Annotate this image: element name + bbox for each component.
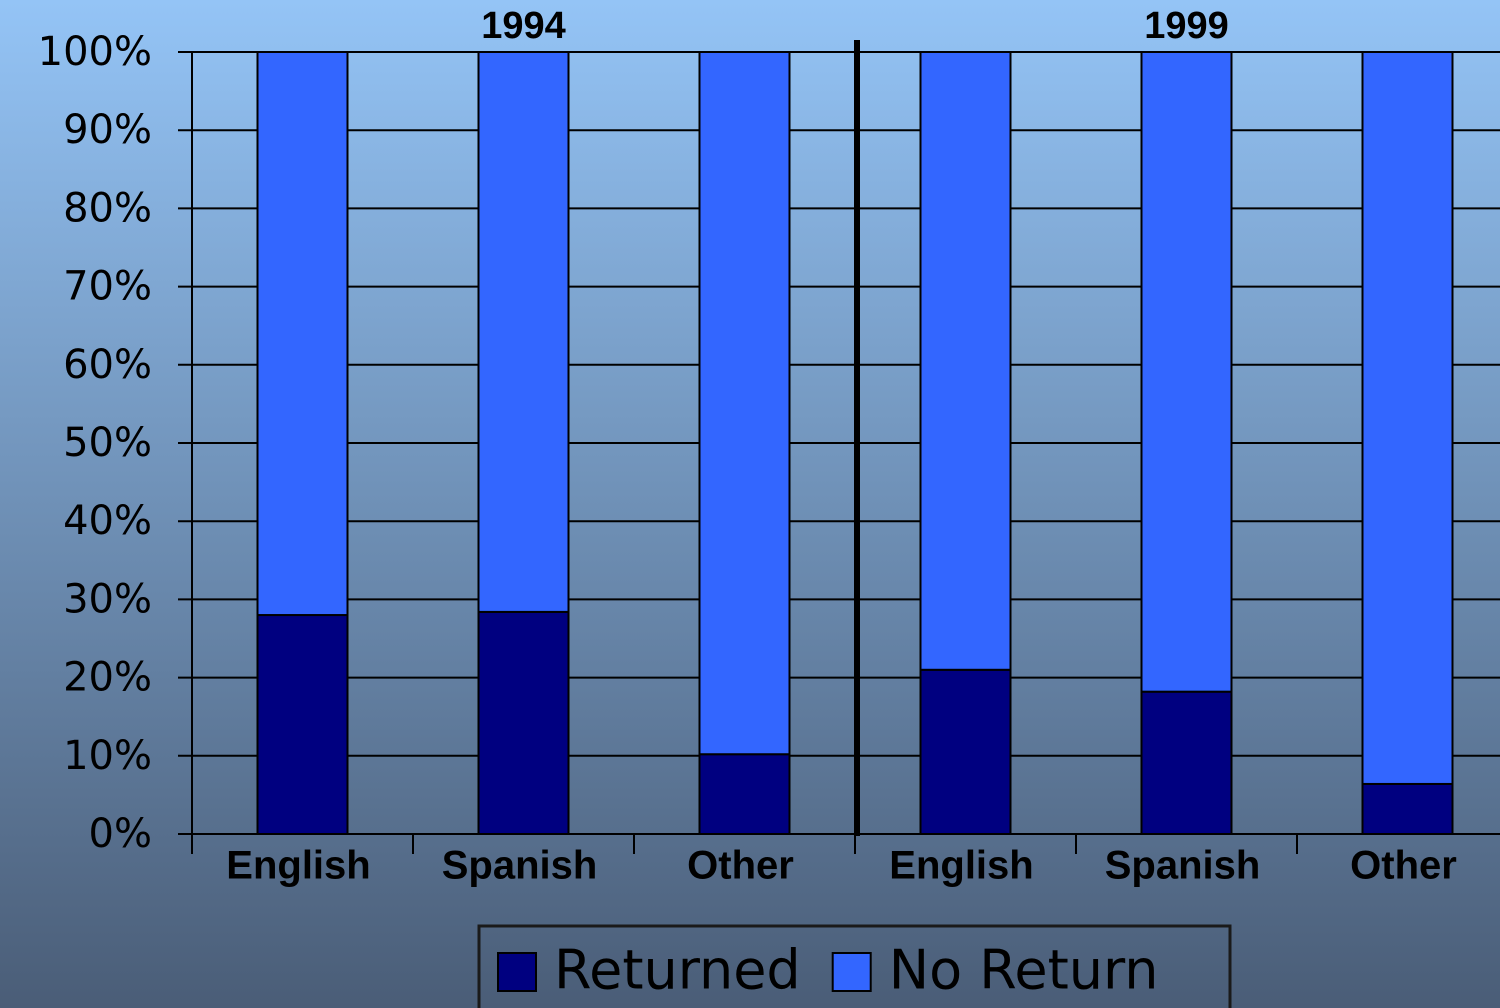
y-tick-label: 80% [63, 185, 152, 231]
y-tick-label: 70% [63, 264, 152, 310]
x-tick-label: Spanish [442, 844, 598, 888]
y-tick-label: 90% [63, 107, 152, 153]
bar-segment [256, 614, 349, 835]
legend-swatch [831, 952, 872, 992]
bar-segment [919, 668, 1012, 836]
group-label: 1999 [1144, 5, 1229, 47]
bar-segment [1140, 690, 1233, 836]
y-tick-label: 40% [63, 498, 152, 544]
x-tick-label: Spanish [1105, 844, 1261, 888]
bar-segment [698, 51, 791, 756]
bar-segment [1361, 782, 1454, 836]
x-tick-label: Other [1350, 844, 1457, 888]
legend-swatch [497, 952, 537, 992]
legend-label: No Return [889, 939, 1159, 1002]
bar-segment [477, 610, 570, 835]
bar-segment [919, 51, 1012, 671]
bar-segment [698, 753, 791, 836]
plot: 0% 10% 20% 30% 40% 50% 60% 70% 80% 90% 100% English… [38, 5, 1500, 1008]
y-tick-label: 0% [89, 811, 152, 857]
x-tick-label: Other [687, 844, 794, 888]
bar-segment [477, 51, 570, 613]
legend-label: Returned [554, 939, 801, 1002]
y-tick-label: 10% [63, 733, 152, 779]
y-tick-label: 20% [63, 655, 152, 701]
bar-segment [1361, 51, 1454, 785]
bar-segment [256, 51, 349, 617]
group-label: 1994 [481, 5, 566, 47]
y-tick-label: 60% [63, 342, 152, 388]
y-tick-label: 30% [63, 576, 152, 622]
legend-box [477, 924, 1232, 1008]
bar-segment [1140, 51, 1233, 693]
x-tick-label: English [226, 844, 370, 888]
y-tick-label: 50% [63, 420, 152, 466]
x-tick-label: English [889, 844, 1033, 888]
y-tick-label: 100% [38, 29, 152, 75]
